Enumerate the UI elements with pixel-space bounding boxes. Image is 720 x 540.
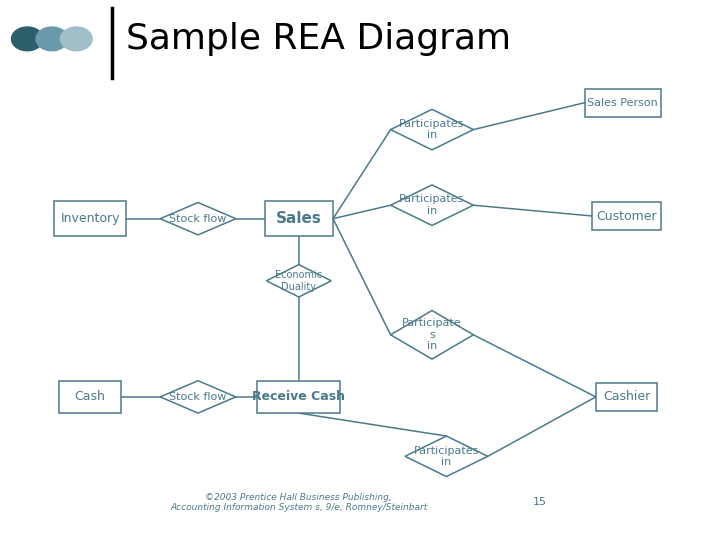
FancyBboxPatch shape — [596, 383, 657, 411]
Text: Inventory: Inventory — [60, 212, 120, 225]
Text: Participates
in: Participates in — [400, 119, 464, 140]
Text: Participates
in: Participates in — [414, 446, 479, 467]
Polygon shape — [161, 381, 236, 413]
Text: Cash: Cash — [75, 390, 105, 403]
Text: Participate
s
in: Participate s in — [402, 318, 462, 352]
Text: Cashier: Cashier — [603, 390, 650, 403]
Polygon shape — [390, 310, 474, 359]
Text: Participates
in: Participates in — [400, 194, 464, 216]
Text: Stock flow: Stock flow — [169, 214, 227, 224]
FancyBboxPatch shape — [59, 381, 121, 413]
FancyBboxPatch shape — [258, 381, 340, 413]
Polygon shape — [405, 436, 488, 477]
Text: ©2003 Prentice Hall Business Publishing,
Accounting Information System s, 9/e, R: ©2003 Prentice Hall Business Publishing,… — [170, 492, 428, 512]
Circle shape — [60, 27, 92, 51]
Polygon shape — [161, 202, 236, 235]
Circle shape — [36, 27, 68, 51]
Text: Stock flow: Stock flow — [169, 392, 227, 402]
Text: Sales: Sales — [276, 211, 322, 226]
Text: Sales Person: Sales Person — [588, 98, 658, 107]
Text: Receive Cash: Receive Cash — [252, 390, 346, 403]
Polygon shape — [266, 265, 331, 297]
Polygon shape — [390, 109, 474, 150]
Text: Economic
Duality: Economic Duality — [275, 270, 323, 292]
Text: 15: 15 — [533, 497, 547, 507]
FancyBboxPatch shape — [54, 201, 126, 237]
FancyBboxPatch shape — [585, 89, 661, 117]
FancyBboxPatch shape — [265, 201, 333, 237]
Text: Sample REA Diagram: Sample REA Diagram — [126, 22, 511, 56]
Polygon shape — [390, 185, 474, 226]
FancyBboxPatch shape — [593, 202, 661, 230]
Circle shape — [12, 27, 43, 51]
Text: Customer: Customer — [596, 210, 657, 222]
